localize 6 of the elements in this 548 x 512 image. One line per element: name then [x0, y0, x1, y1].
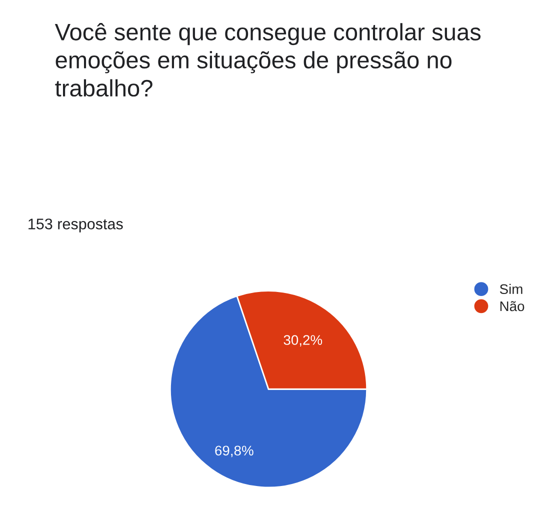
text: 153 respostas [28, 218, 123, 232]
legend-label: Sim [500, 284, 522, 294]
data-label: 69,8% [215, 446, 254, 458]
chart-title: Você sente que consegue controlar suas emoções em situações de pressão no trabalho? [54, 23, 481, 97]
data-label: 30,2% [284, 335, 322, 347]
legend-label: Não [500, 301, 524, 312]
